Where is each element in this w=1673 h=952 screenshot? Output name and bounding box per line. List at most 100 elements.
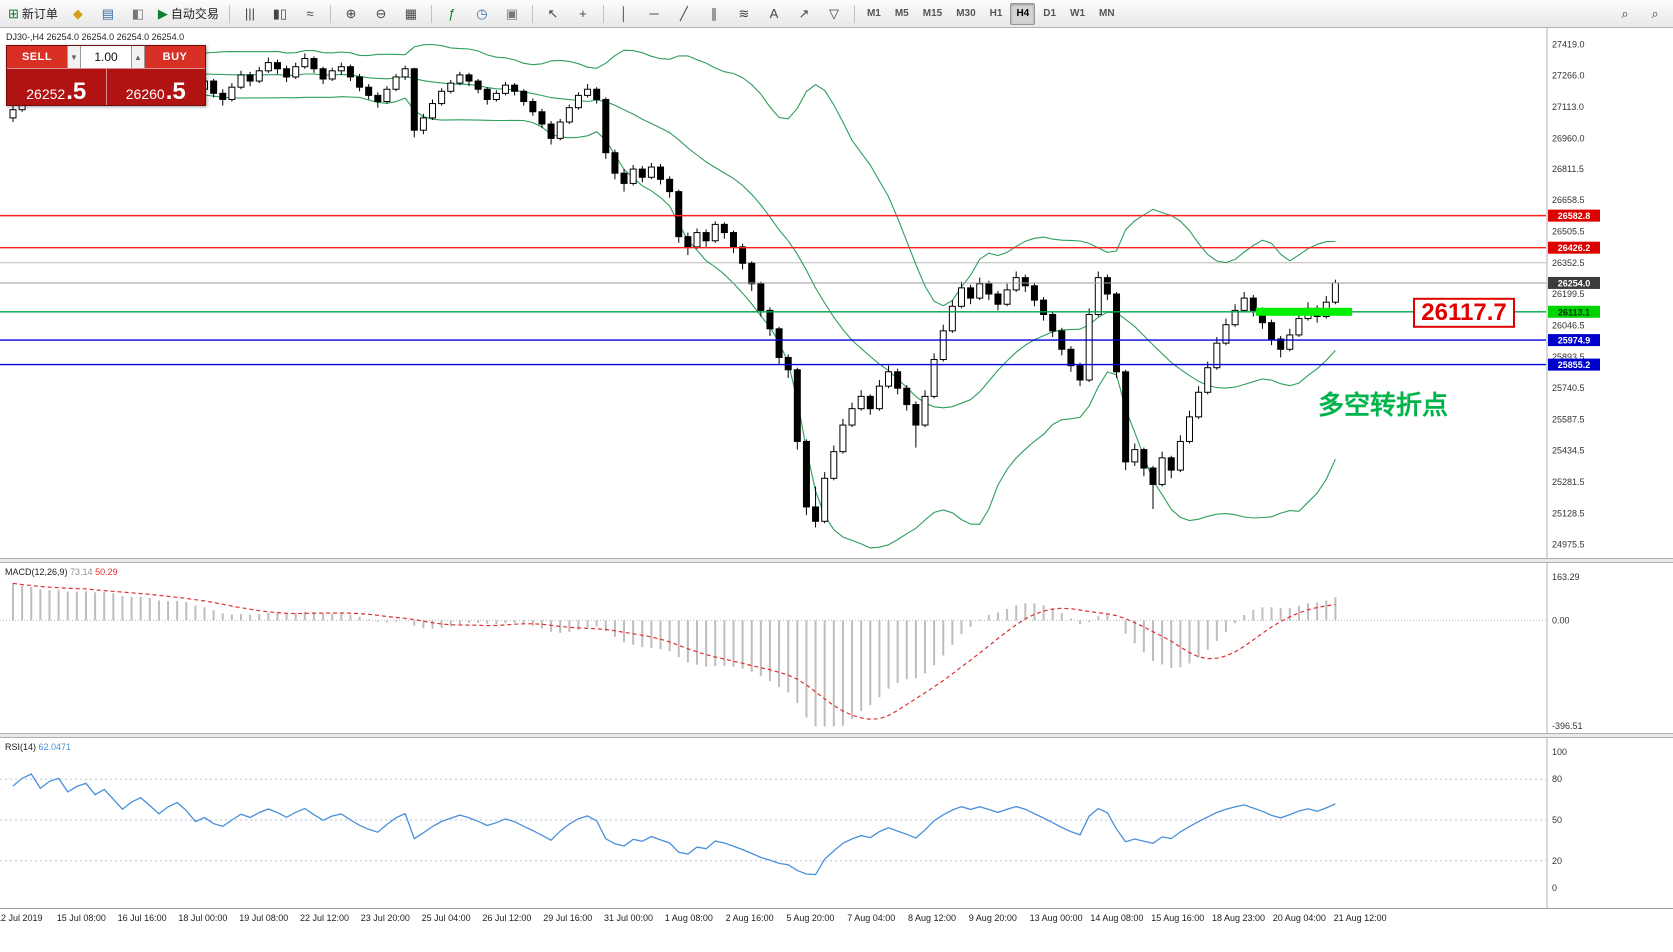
cursor-icon: ↖: [547, 6, 559, 21]
search-icon[interactable]: ⌕: [1641, 2, 1669, 26]
bar-chart-icon: |||: [244, 6, 255, 21]
text-icon: A: [769, 6, 779, 21]
one-click-trading-panel: SELL ▼ 1.00 ▲ BUY 26252.5 26260.5: [6, 45, 206, 106]
templates-button[interactable]: ▣: [498, 2, 526, 26]
arrows-icon: ↗: [798, 6, 810, 21]
indicators-button[interactable]: ƒ: [438, 2, 466, 26]
indicators-icon: ƒ: [448, 6, 456, 21]
time-axis-label: 13 Aug 00:00: [1029, 913, 1083, 923]
trendline-button[interactable]: ╱: [670, 2, 698, 26]
zoom-window-icon-icon: ⌕: [1621, 6, 1629, 21]
time-axis-label: 25 Jul 04:00: [421, 913, 471, 923]
market-watch-icon: ▤: [101, 6, 115, 21]
svg-text:26113.1: 26113.1: [1558, 307, 1590, 317]
market-watch-button[interactable]: ▤: [94, 2, 122, 26]
svg-text:20: 20: [1552, 856, 1562, 866]
svg-text:26254.0: 26254.0: [1558, 278, 1591, 288]
svg-text:0: 0: [1552, 883, 1557, 893]
shapes-icon: ▽: [828, 6, 839, 21]
chart-canvas[interactable]: 27419.0 27266.0 27113.0 26960.0 26811.5 26658…: [0, 28, 1673, 558]
periods-button[interactable]: ◷: [468, 2, 496, 26]
macd-histogram: [12, 583, 1337, 727]
chart-window-icon[interactable]: ◆: [64, 2, 92, 26]
autotrade-button[interactable]: ▶ 自动交易: [154, 2, 223, 26]
autotrade-icon: ▶: [157, 6, 168, 21]
cursor-button[interactable]: ↖: [539, 2, 567, 26]
chart-window-icon-icon: ◆: [72, 6, 83, 21]
price-annotation: 26117.7: [1413, 297, 1515, 328]
time-axis-label: 1 Aug 08:00: [664, 913, 713, 923]
timeframe-button-h1[interactable]: H1: [989, 8, 1003, 19]
bottom-filler: [0, 930, 1673, 952]
macd-label: MACD(12,26,9) 73.14 50.29: [5, 567, 118, 577]
svg-text:26046.5: 26046.5: [1552, 320, 1585, 330]
timeframe-button-m15[interactable]: M15: [922, 8, 943, 19]
vertical-line-button[interactable]: │: [610, 2, 638, 26]
timeframe-button-w1[interactable]: W1: [1070, 8, 1086, 19]
rsi-label: RSI(14) 62.0471: [5, 742, 71, 752]
rsi-panel[interactable]: 100 80 50 20 0 RSI(14) 62.0471: [0, 738, 1673, 908]
buy-button[interactable]: BUY: [145, 46, 205, 68]
bar-chart-button[interactable]: |||: [236, 2, 264, 26]
volume-decrease-button[interactable]: ▼: [67, 46, 81, 68]
line-chart-icon: ≈: [306, 6, 314, 21]
candle-chart-button[interactable]: ▮▯: [266, 2, 294, 26]
svg-text:25434.5: 25434.5: [1552, 446, 1585, 456]
time-axis-label: 5 Aug 20:00: [786, 913, 835, 923]
templates-icon: ▣: [505, 6, 519, 21]
panel-splitter[interactable]: [0, 558, 1673, 563]
svg-text:25281.5: 25281.5: [1552, 477, 1585, 487]
time-axis-label: 18 Aug 23:00: [1212, 913, 1266, 923]
arrows-button[interactable]: ↗: [790, 2, 818, 26]
time-axis-label: 22 Jul 12:00: [300, 913, 350, 923]
svg-text:26960.0: 26960.0: [1552, 133, 1585, 143]
svg-text:多空转折点: 多空转折点: [1318, 390, 1448, 420]
toolbar-separator: [853, 4, 855, 23]
crosshair-button[interactable]: +: [569, 2, 597, 26]
timeframe-button-m1[interactable]: M1: [866, 8, 881, 19]
line-chart-button[interactable]: ≈: [296, 2, 324, 26]
turning-point-note: 多空转折点: [1318, 390, 1448, 420]
sell-price[interactable]: 26252.5: [7, 69, 106, 105]
navigator-button[interactable]: ◧: [124, 2, 152, 26]
svg-text:26811.5: 26811.5: [1552, 164, 1584, 174]
svg-text:80: 80: [1552, 774, 1562, 784]
new-order-icon: ⊞: [8, 6, 19, 21]
fibonacci-button[interactable]: ≋: [730, 2, 758, 26]
buy-price[interactable]: 26260.5: [105, 69, 206, 105]
svg-text:100: 100: [1552, 747, 1567, 757]
time-axis-label: 19 Jul 08:00: [239, 913, 289, 923]
text-button[interactable]: A: [760, 2, 788, 26]
time-axis-label: 29 Jul 16:00: [543, 913, 593, 923]
timeframe-button-m5[interactable]: M5: [894, 8, 909, 19]
time-axis-label: 16 Jul 16:00: [117, 913, 167, 923]
time-axis-label: 15 Aug 16:00: [1151, 913, 1205, 923]
time-axis[interactable]: 12 Jul 2019 15 Jul 08:00 16 Jul 16:00 18 Ju…: [0, 908, 1673, 930]
svg-text:25893.5: 25893.5: [1552, 352, 1585, 362]
main-toolbar: ⊞ 新订单 ◆ ▤ ◧ ▶ 自动交易 ||| ▮▯ ≈ ⊕ ⊖ ▦ ƒ ◷ ▣ ↖ + │ ─ ╱ ∥ ≋ A ↗ ▽ M1 M5 M1…: [0, 0, 1673, 28]
timeframe-button-h4[interactable]: H4: [1010, 2, 1036, 25]
zoom-window-icon[interactable]: ⌕: [1611, 2, 1639, 26]
macd-panel[interactable]: 163.29 0.00 -396.51 MACD(12,26,9) 73.14 50.…: [0, 563, 1673, 733]
shapes-button[interactable]: ▽: [820, 2, 848, 26]
symbol-label: DJ30-,H4 26254.0 26254.0 26254.0 26254.0: [6, 32, 184, 42]
zoom-out-button[interactable]: ⊖: [367, 2, 395, 26]
time-axis-label: 9 Aug 20:00: [968, 913, 1017, 923]
toolbar-separator: [329, 4, 331, 23]
new-order-button[interactable]: ⊞ 新订单: [4, 2, 62, 26]
zoom-in-button[interactable]: ⊕: [337, 2, 365, 26]
time-axis-label: 26 Jul 12:00: [482, 913, 532, 923]
tile-windows-button[interactable]: ▦: [397, 2, 425, 26]
timeframe-button-mn[interactable]: MN: [1099, 8, 1115, 19]
volume-increase-button[interactable]: ▲: [131, 46, 145, 68]
panel-splitter[interactable]: [0, 733, 1673, 738]
channel-button[interactable]: ∥: [700, 2, 728, 26]
horizontal-line-button[interactable]: ─: [640, 2, 668, 26]
toolbar-separator: [531, 4, 533, 23]
timeframe-button-d1[interactable]: D1: [1043, 8, 1057, 19]
timeframe-button-m30[interactable]: M30: [956, 8, 976, 19]
volume-input[interactable]: 1.00: [81, 46, 131, 68]
sell-button[interactable]: SELL: [7, 46, 67, 68]
toolbar-separator: [228, 4, 230, 23]
